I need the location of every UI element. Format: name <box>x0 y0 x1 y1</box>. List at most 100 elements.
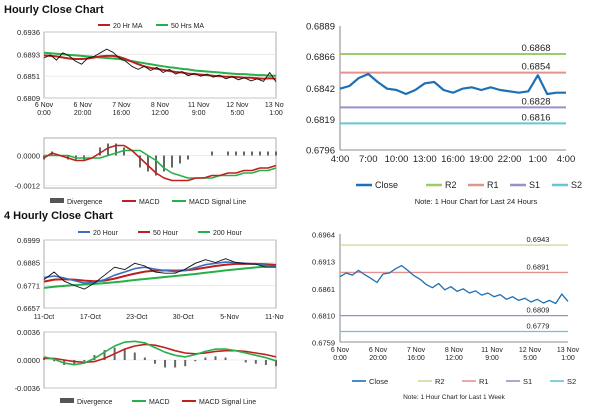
y-tick-label: 0.6819 <box>306 115 335 126</box>
y-tick-label: 0.6796 <box>306 146 335 157</box>
macd-line <box>43 144 277 182</box>
y-tick-label: 0.6809 <box>17 94 40 103</box>
x-tick-label: 4:00 <box>557 154 576 165</box>
legend-label: S2 <box>571 180 582 190</box>
four-hourly-close-chart: 20 Hour 50 Hour 200 Hour 0.6999 0.6885 0.6771… <box>17 230 284 321</box>
y-tick-label: 0.0000 <box>17 356 40 365</box>
x-tick-label: 12:00 <box>445 355 463 362</box>
legend-label: MACD <box>139 199 160 206</box>
signal-line <box>44 149 277 179</box>
y-tick-label: 0.6889 <box>306 22 335 33</box>
legend-label: 50 Hour <box>153 230 179 237</box>
y-tick-label: 0.6913 <box>312 257 335 266</box>
x-tick-label: 6 Nov <box>331 347 350 354</box>
close-line <box>339 264 569 305</box>
legend-label: R2 <box>445 180 457 190</box>
x-tick-label: 1:00 <box>561 355 575 362</box>
hourly-macd-chart: 0.0000 -0.0012 Divergence MACD MACD Signal L… <box>15 137 277 206</box>
level-label-s1: 0.6809 <box>527 306 550 315</box>
x-tick-label: 5:00 <box>231 110 245 117</box>
level-label-r2: 0.6868 <box>521 43 550 54</box>
y-tick-label: 0.6999 <box>17 236 40 245</box>
x-tick-label: 16:00 <box>441 154 465 165</box>
x-tick-label: 7:00 <box>359 154 378 165</box>
x-tick-label: 12 Nov <box>519 347 542 354</box>
x-tick-label: 17-Oct <box>80 314 101 321</box>
legend-label: MACD Signal Line <box>199 399 256 406</box>
x-tick-label: 23-Oct <box>126 314 147 321</box>
x-tick-label: 20:00 <box>74 110 92 117</box>
x-tick-label: 11 Nov <box>188 102 210 109</box>
hourly-close-chart: 20 Hr MA 50 Hrs MA 0.6936 0.6893 0.6851 0.680… <box>17 23 284 117</box>
legend-label: R1 <box>479 377 489 386</box>
plot-area <box>43 137 277 189</box>
level-label-s2: 0.6779 <box>527 321 550 330</box>
x-tick-label: 13 Nov <box>557 347 580 354</box>
legend-label: Divergence <box>77 399 113 406</box>
macd-line <box>43 340 277 366</box>
ma50-line <box>43 51 276 77</box>
legend-label: R2 <box>435 377 445 386</box>
level-label-r1: 0.6854 <box>521 62 550 73</box>
y-tick-label: 0.6936 <box>17 28 40 37</box>
price-line <box>43 48 277 83</box>
four-hourly-macd-chart: 0.0036 0.0000 -0.0036 Divergence MACD MACD Si… <box>15 328 277 406</box>
ma20-line <box>43 54 277 80</box>
close-line <box>339 72 566 96</box>
hourly-week-levels-chart: 0.6964 0.6913 0.6861 0.6810 0.6759 0.6943 0.68… <box>312 231 580 402</box>
level-label-s1: 0.6828 <box>521 96 550 107</box>
y-tick-label: 0.0000 <box>17 152 40 161</box>
legend-label: Close <box>369 377 388 386</box>
y-tick-label: 0.6771 <box>17 281 40 290</box>
y-tick-label: 0.6759 <box>312 339 335 348</box>
x-tick-label: 5:00 <box>523 355 537 362</box>
legend-label: S2 <box>567 377 576 386</box>
legend-label: MACD Signal Line <box>189 199 246 206</box>
level-label-r1: 0.6891 <box>527 262 550 271</box>
legend-label: Divergence <box>67 199 103 206</box>
legend-label: 20 Hour <box>93 230 119 237</box>
y-tick-label: 0.6964 <box>312 231 335 240</box>
x-tick-label: 7 Nov <box>407 347 426 354</box>
legend-label: S1 <box>523 377 532 386</box>
x-tick-label: 13 Nov <box>265 102 284 109</box>
hourly-title: Hourly Close Chart <box>4 4 104 16</box>
x-tick-label: 9:00 <box>485 355 499 362</box>
x-tick-label: 20:00 <box>369 355 387 362</box>
x-tick-label: 0:00 <box>37 110 51 117</box>
x-tick-label: 11-Nov <box>265 314 284 321</box>
x-tick-label: 6 Nov <box>74 102 93 109</box>
x-tick-label: 8 Nov <box>445 347 464 354</box>
x-tick-label: 1:00 <box>269 110 283 117</box>
x-tick-label: 5-Nov <box>220 314 239 321</box>
hourly-24h-levels-chart: 0.6889 0.6866 0.6842 0.6819 0.6796 0.6868 0.68… <box>306 22 582 207</box>
y-tick-label: 0.6851 <box>17 72 40 81</box>
legend-label: Close <box>375 180 398 190</box>
ma200-line <box>43 265 277 289</box>
x-tick-label: 1:00 <box>529 154 548 165</box>
x-tick-label: 11 Nov <box>481 347 503 354</box>
level-label-s2: 0.6816 <box>521 112 550 123</box>
x-tick-label: 10:00 <box>385 154 409 165</box>
x-tick-label: 16:00 <box>407 355 425 362</box>
price-line <box>43 258 276 290</box>
x-tick-label: 30-Oct <box>173 314 194 321</box>
legend-label: 200 Hour <box>213 230 242 237</box>
y-tick-label: -0.0012 <box>15 182 40 191</box>
y-tick-label: 0.6810 <box>312 312 335 321</box>
x-tick-label: 11-Oct <box>34 314 55 321</box>
chart-note: Note: 1 Hour Chart for Last 1 Week <box>403 394 506 401</box>
x-tick-label: 13:00 <box>413 154 437 165</box>
y-tick-label: 0.6861 <box>312 285 335 294</box>
y-tick-label: -0.0036 <box>15 384 40 393</box>
legend-label: S1 <box>529 180 540 190</box>
chart-note: Note: 1 Hour Chart for Last 24 Hours <box>415 197 538 206</box>
legend-label: MACD <box>149 399 170 406</box>
y-tick-label: 0.0036 <box>17 328 40 337</box>
x-tick-label: 0:00 <box>333 355 347 362</box>
y-tick-label: 0.6866 <box>306 52 335 63</box>
x-tick-label: 12 Nov <box>226 102 249 109</box>
x-tick-label: 9:00 <box>192 110 206 117</box>
four-hourly-title: 4 Hourly Close Chart <box>4 210 113 222</box>
level-label-r2: 0.6943 <box>527 235 550 244</box>
